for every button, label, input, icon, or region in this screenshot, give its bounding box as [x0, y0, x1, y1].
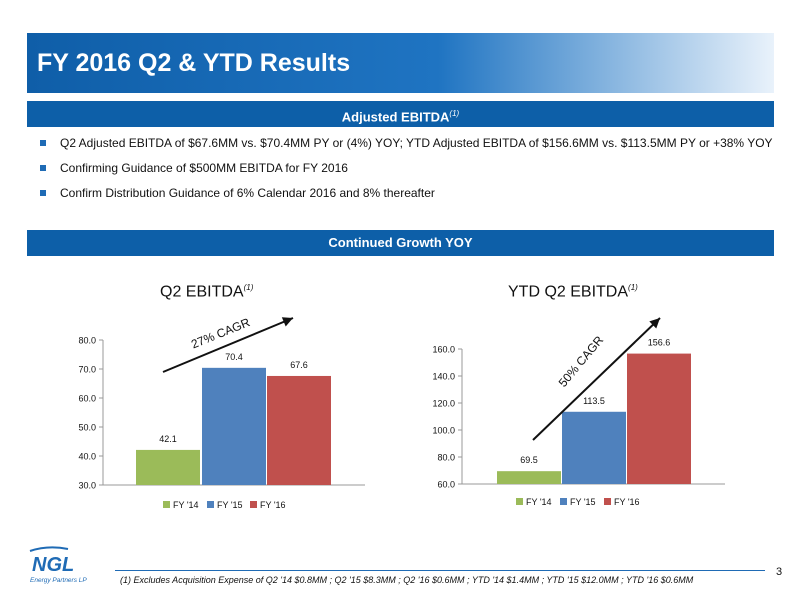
legend-swatch	[250, 501, 257, 508]
legend-label: FY '14	[526, 497, 552, 507]
legend-label: FY '16	[614, 497, 640, 507]
bullet-text: Confirming Guidance of $500MM EBITDA for…	[60, 161, 348, 175]
bullet-text: Confirm Distribution Guidance of 6% Cale…	[60, 186, 435, 200]
data-label: 67.6	[290, 360, 308, 370]
section-header-continued-growth: Continued Growth YOY	[27, 230, 774, 256]
chart-title-text: Q2 EBITDA	[160, 283, 244, 301]
bar	[136, 449, 200, 485]
growth-arrow-head	[281, 317, 293, 327]
ngl-logo: NGL Energy Partners LP	[29, 546, 87, 584]
page-number: 3	[776, 566, 783, 578]
bullet-text: Q2 Adjusted EBITDA of $67.6MM vs. $70.4M…	[60, 136, 773, 150]
footnote-ref: (1)	[243, 283, 254, 292]
bullet-item: Q2 Adjusted EBITDA of $67.6MM vs. $70.4M…	[38, 133, 773, 153]
section-heading: Adjusted EBITDA	[341, 109, 450, 125]
page-title: FY 2016 Q2 & YTD Results	[37, 49, 351, 77]
y-tick-label: 80.0	[78, 336, 96, 346]
y-tick-label: 120.0	[432, 399, 455, 409]
y-tick-label: 50.0	[78, 423, 96, 433]
footnote-divider	[115, 570, 765, 571]
footnote-ref: (1)	[449, 109, 460, 118]
bar	[562, 411, 626, 484]
bar	[267, 375, 331, 485]
data-label: 113.5	[583, 396, 605, 406]
y-tick-label: 70.0	[78, 365, 96, 375]
legend-swatch	[207, 501, 214, 508]
section-header-adjusted-ebitda: Adjusted EBITDA(1)	[27, 101, 774, 127]
logo-text: NGL	[32, 554, 74, 576]
bullet-square-icon	[40, 140, 46, 146]
section-heading: Continued Growth YOY	[328, 235, 473, 250]
y-tick-label: 80.0	[437, 453, 455, 463]
bullet-item: Confirming Guidance of $500MM EBITDA for…	[38, 158, 773, 178]
data-label: 69.5	[520, 455, 538, 465]
y-tick-label: 100.0	[432, 426, 455, 436]
chart-title-ytd: YTD Q2 EBITDA(1)	[508, 283, 638, 301]
bar	[497, 471, 561, 484]
bar	[202, 367, 266, 485]
legend-label: FY '14	[173, 500, 199, 510]
legend-swatch	[516, 498, 523, 505]
legend-label: FY '15	[570, 497, 596, 507]
cagr-annotation: 27% CAGR	[189, 315, 252, 351]
title-bar: FY 2016 Q2 & YTD Results	[27, 33, 774, 93]
bar	[627, 353, 691, 484]
y-tick-label: 160.0	[432, 345, 455, 355]
growth-arrow-head	[649, 318, 660, 329]
growth-arrow-line	[532, 317, 661, 441]
footnote-ref: (1)	[628, 283, 638, 292]
y-tick-label: 140.0	[432, 372, 455, 382]
footnote: (1) Excludes Acquisition Expense of Q2 '…	[120, 575, 694, 585]
bullet-square-icon	[40, 190, 46, 196]
bullet-item: Confirm Distribution Guidance of 6% Cale…	[38, 183, 773, 203]
cagr-annotation: 50% CAGR	[556, 333, 607, 390]
chart-title-text: YTD Q2 EBITDA	[508, 283, 629, 301]
bullet-square-icon	[40, 165, 46, 171]
legend-swatch	[560, 498, 567, 505]
y-tick-label: 40.0	[78, 452, 96, 462]
legend-label: FY '15	[217, 500, 243, 510]
y-tick-label: 60.0	[437, 480, 455, 490]
legend-swatch	[604, 498, 611, 505]
legend-swatch	[163, 501, 170, 508]
y-tick-label: 30.0	[78, 481, 96, 491]
data-label: 70.4	[225, 352, 243, 362]
y-tick-label: 60.0	[78, 394, 96, 404]
chart-title-q2: Q2 EBITDA(1)	[160, 283, 253, 301]
bullet-list: Q2 Adjusted EBITDA of $67.6MM vs. $70.4M…	[38, 133, 773, 208]
data-label: 156.6	[648, 338, 671, 348]
data-label: 42.1	[159, 434, 177, 444]
logo-subtext: Energy Partners LP	[30, 577, 87, 584]
legend-label: FY '16	[260, 500, 286, 510]
growth-arrow-line	[162, 317, 294, 373]
